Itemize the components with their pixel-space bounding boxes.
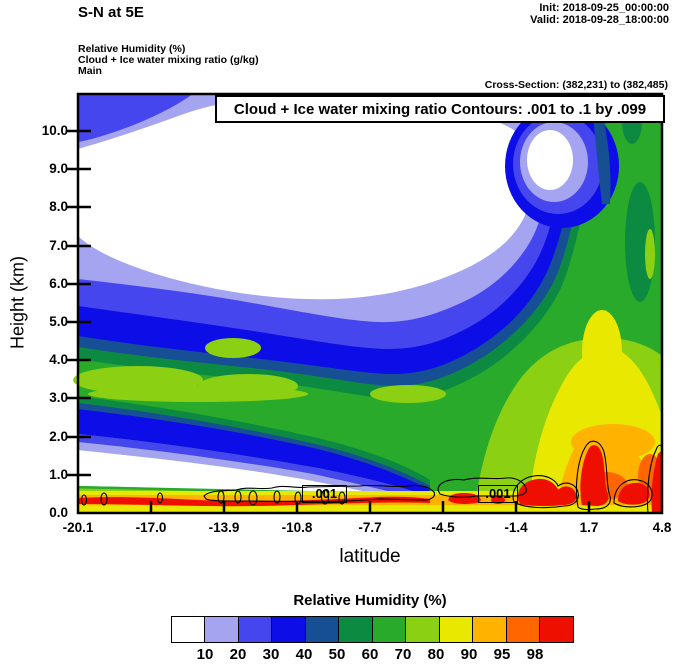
y-tick-label: 3.0 <box>49 390 68 405</box>
colorbar-label: 80 <box>427 646 445 663</box>
y-tick-label: 2.0 <box>49 429 68 444</box>
plot-frame <box>76 92 664 515</box>
colorbar-swatch <box>338 616 373 643</box>
colorbar-label: 50 <box>328 646 346 663</box>
x-tick-label: 1.7 <box>579 520 599 535</box>
colorbar <box>170 616 574 643</box>
y-tick-label: 10.0 <box>41 123 68 138</box>
y-tick-label: 6.0 <box>49 276 68 291</box>
page-title: S-N at 5E <box>78 4 144 21</box>
x-tick-label: -13.9 <box>208 520 240 535</box>
colorbar-swatch <box>304 616 340 643</box>
colorbar-swatch <box>539 616 574 643</box>
colorbar-label: 40 <box>295 646 313 663</box>
colorbar-swatch <box>505 616 541 643</box>
colorbar-title: Relative Humidity (%) <box>293 592 447 609</box>
y-tick-label: 5.0 <box>49 314 68 329</box>
colorbar-label: 20 <box>229 646 247 663</box>
colorbar-swatch <box>438 616 474 643</box>
colorbar-swatch <box>271 616 306 643</box>
colorbar-swatch <box>405 616 440 643</box>
cross-section-coords: Cross-Section: (382,231) to (382,485) <box>484 79 668 91</box>
contour-fill-layers <box>67 92 664 515</box>
x-tick-label: 4.8 <box>652 520 672 535</box>
x-tick-label: -20.1 <box>62 520 94 535</box>
plot-title-box: Cloud + Ice water mixing ratio Contours:… <box>215 95 665 123</box>
cloud-contour-lines <box>80 440 663 514</box>
x-tick-label: -10.8 <box>281 520 313 535</box>
y-tick-label: 7.0 <box>49 238 68 253</box>
colorbar-label: 10 <box>196 646 214 663</box>
colorbar-label: 30 <box>262 646 280 663</box>
contour-value-label: .001 <box>478 485 518 503</box>
x-tick-label: -7.7 <box>358 520 382 535</box>
meta-shaded-field: Relative Humidity (%) <box>78 43 186 55</box>
y-tick-label: 4.0 <box>49 352 68 367</box>
meta-domain: Main <box>78 65 102 77</box>
valid-time: Valid: 2018-09-28_18:00:00 <box>530 14 669 26</box>
colorbar-label: 70 <box>394 646 412 663</box>
colorbar-swatch <box>204 616 239 643</box>
meta-contour-field: Cloud + Ice water mixing ratio (g/kg) <box>78 54 259 66</box>
colorbar-label: 90 <box>460 646 478 663</box>
colorbar-label: 98 <box>526 646 544 663</box>
contour-value-label: .001 <box>302 485 347 503</box>
colorbar-swatch <box>170 616 206 643</box>
colorbar-label: 95 <box>493 646 511 663</box>
plot-title: Cloud + Ice water mixing ratio Contours:… <box>233 100 647 118</box>
y-tick-label: 1.0 <box>49 467 68 482</box>
x-tick-label: -17.0 <box>135 520 167 535</box>
y-tick-label: 8.0 <box>49 199 68 214</box>
colorbar-swatch <box>472 616 507 643</box>
colorbar-swatch <box>371 616 407 643</box>
y-tick-label: 0.0 <box>49 505 68 520</box>
colorbar-swatch <box>237 616 273 643</box>
y-tick-label: 9.0 <box>49 161 68 176</box>
x-axis-label: latitude <box>339 546 401 567</box>
x-tick-label: -1.4 <box>504 520 528 535</box>
x-tick-label: -4.5 <box>431 520 455 535</box>
init-time: Init: 2018-09-25_00:00:00 <box>539 2 669 14</box>
colorbar-label: 60 <box>361 646 379 663</box>
